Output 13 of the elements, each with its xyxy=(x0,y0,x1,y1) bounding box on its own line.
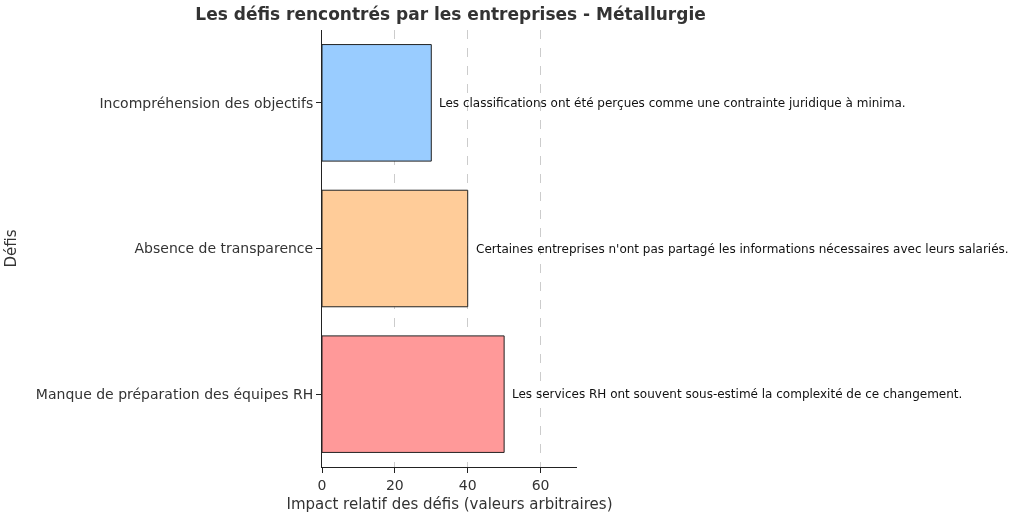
x-tick-label: 60 xyxy=(531,476,550,493)
annotation: Les services RH ont souvent sous-estimé la complexité de ce changement. xyxy=(512,387,963,401)
x-axis-title: Impact relatif des défis (valeurs arbitraires) xyxy=(286,494,613,513)
x-tick-label: 0 xyxy=(317,476,327,493)
annotation: Les classifications ont été perçues comme une contrainte juridique à minima. xyxy=(439,96,906,110)
y-tick-label: Absence de transparence xyxy=(134,240,314,257)
x-tick-label: 20 xyxy=(385,476,404,493)
y-tick-label: Manque de préparation des équipes RH xyxy=(35,386,314,403)
y-tick-label: Incompréhension des objectifs xyxy=(99,94,314,111)
annotation: Certaines entreprises n'ont pas partagé les informations nécessaires avec leurs salariés. xyxy=(476,242,1009,256)
x-tick-label: 40 xyxy=(458,476,477,493)
chart-title: Les défis rencontrés par les entreprises - Métallurgie xyxy=(195,3,706,24)
y-axis-title: Défis xyxy=(2,229,20,268)
